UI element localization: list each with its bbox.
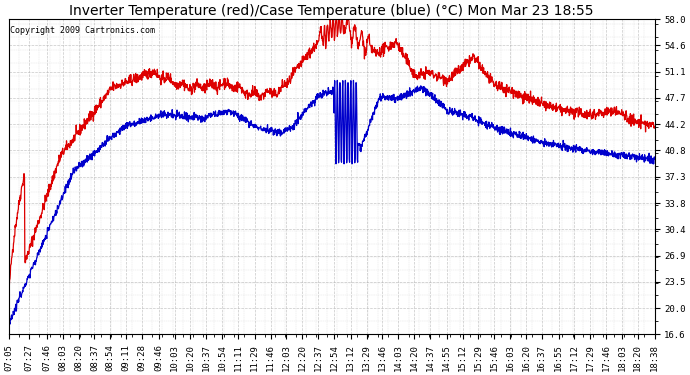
Title: Inverter Temperature (red)/Case Temperature (blue) (°C) Mon Mar 23 18:55: Inverter Temperature (red)/Case Temperat… xyxy=(70,4,594,18)
Text: Copyright 2009 Cartronics.com: Copyright 2009 Cartronics.com xyxy=(10,26,155,34)
